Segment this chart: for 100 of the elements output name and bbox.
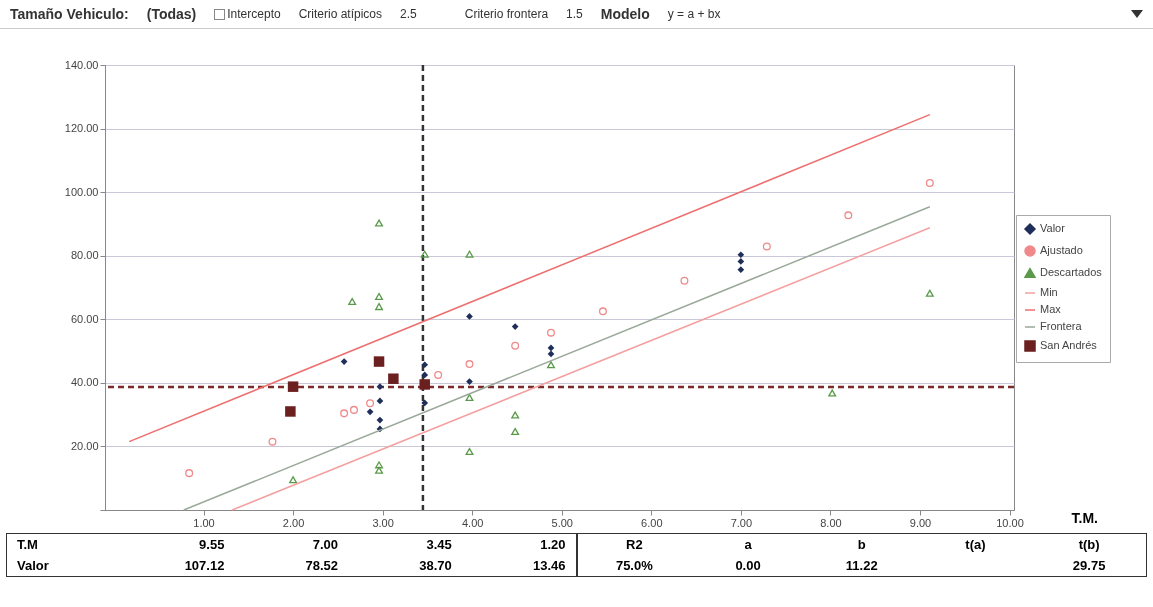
x-tick-label: 4.00 [461,516,484,529]
text: 3.45 [425,536,453,554]
legend-label: Descartados [1040,266,1103,278]
point [547,350,555,358]
legend-label: Frontera [1040,320,1083,332]
point [737,266,745,274]
text: t(b) [1077,536,1101,554]
text: 29.75 [1071,557,1107,575]
text: Criterio atípicos [298,7,383,21]
point [511,427,520,436]
point [376,416,384,424]
point [375,219,384,227]
legend-label: Ajustado [1040,244,1083,256]
y-tick-label: 60.00 [70,312,99,325]
point [737,258,745,265]
point [376,397,384,405]
point [366,408,374,416]
point [419,379,430,390]
x-tick-label: 2.00 [282,516,305,529]
text: b [856,536,867,554]
y-tick-label: 80.00 [70,249,99,262]
x-tick-label: 3.00 [372,516,394,529]
y-tick-label: 140.00 [64,58,99,71]
point [366,399,375,408]
x-tick-label: 7.00 [730,516,753,529]
text: 11.22 [844,557,879,575]
text: T.M [16,536,39,554]
point [185,469,194,478]
point [348,297,357,306]
legend-label: Min [1040,286,1058,298]
point [340,409,349,418]
point [546,361,555,369]
point [375,292,384,300]
text: 9.55 [198,536,226,554]
point [420,250,429,258]
point [349,405,358,414]
point [373,356,385,367]
text: Valor [16,557,50,575]
text: 0.00 [734,557,762,575]
point [762,242,771,251]
legend-label: San Andrés [1040,339,1098,351]
x-axis-title: T.M. [1071,509,1098,526]
point [375,466,384,474]
legend-label: Valor [1040,222,1066,234]
text: 1.5 [566,7,583,21]
point [511,341,520,350]
point [434,370,443,379]
text: t(a) [964,536,987,554]
point [680,276,689,285]
text: Criterio frontera [464,7,549,21]
point [465,393,474,402]
text: 7.00 [311,536,340,554]
text: (Todas) [146,6,197,22]
point [547,344,555,352]
legend-label: Max [1040,303,1062,315]
x-tick-label: 1.00 [193,516,215,529]
point [285,406,296,417]
text: 2.5 [400,7,417,21]
y-tick-label: 100.00 [64,185,99,198]
point [340,358,348,365]
point [465,360,474,369]
point [388,373,399,384]
y-tick-label: 20.00 [70,439,99,452]
text: 75.0% [614,557,654,575]
point [844,211,853,220]
text: a [743,536,753,554]
x-tick-label: 10.00 [996,516,1024,529]
point [466,313,473,320]
x-tick-label: 9.00 [909,516,932,529]
text: Tamaño Vehiculo: [10,6,129,22]
point [598,307,607,316]
point [511,323,519,330]
point [421,361,429,369]
point [466,378,473,385]
text: 107.12 [183,557,226,575]
point [465,250,474,258]
text: 13.46 [531,557,567,575]
point [375,461,384,469]
point [925,178,934,187]
point [268,437,277,446]
x-tick-label: 6.00 [641,516,663,529]
x-tick-label: 8.00 [820,516,842,529]
point [546,328,555,337]
y-tick-label: 120.00 [64,122,99,135]
point [421,371,429,379]
point [511,411,520,419]
x-tick-label: 5.00 [551,516,573,529]
point [828,389,837,397]
text: 38.70 [418,557,453,575]
point [289,476,298,484]
point [421,399,429,407]
point [737,251,745,259]
point [925,289,934,297]
text: 78.52 [304,557,340,575]
text: R2 [625,536,644,554]
text: Intercepto [227,7,281,21]
point [376,383,384,391]
point [465,447,474,456]
point [287,381,299,392]
text: Modelo [600,6,650,22]
